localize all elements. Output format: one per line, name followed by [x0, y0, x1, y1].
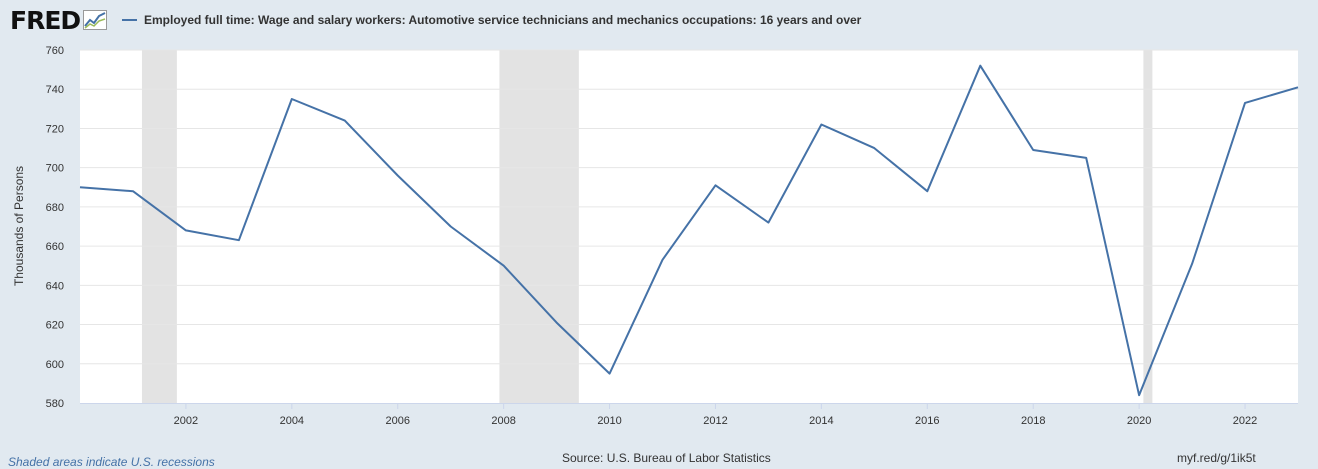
- data-series: [78, 64, 1300, 397]
- data-point-2023: [1296, 85, 1300, 89]
- x-tick-label-2014: 2014: [809, 415, 833, 427]
- x-tick-label-2008: 2008: [491, 415, 515, 427]
- data-point-2001: [131, 189, 135, 193]
- y-tick-label-740: 740: [46, 84, 64, 96]
- source-text: Source: U.S. Bureau of Labor Statistics: [562, 451, 771, 465]
- x-tick-label-2020: 2020: [1127, 415, 1151, 427]
- y-tick-label-620: 620: [46, 320, 64, 332]
- recession-band-2: [1143, 50, 1153, 403]
- x-tick-label-2002: 2002: [174, 415, 198, 427]
- data-point-2018: [1031, 148, 1035, 152]
- data-point-2016: [925, 189, 929, 193]
- data-point-2020: [1137, 393, 1141, 397]
- x-tick-label-2010: 2010: [597, 415, 621, 427]
- legend-series-label: Employed full time: Wage and salary work…: [144, 13, 862, 27]
- data-point-2007: [449, 225, 453, 229]
- x-tick-label-2012: 2012: [703, 415, 727, 427]
- y-tick-label-600: 600: [46, 359, 64, 371]
- y-axis: 580 600 620 640 660 680 700 720 740 760: [46, 45, 64, 410]
- data-point-2008: [502, 264, 506, 268]
- data-point-2004: [290, 97, 294, 101]
- data-point-2017: [978, 64, 982, 68]
- data-point-2010: [608, 372, 612, 376]
- y-tick-label-660: 660: [46, 241, 64, 253]
- data-point-2015: [872, 146, 876, 150]
- grid-lines: [80, 49, 1298, 365]
- data-point-2006: [396, 174, 400, 178]
- data-point-2011: [661, 258, 665, 262]
- fred-logo[interactable]: FRED: [10, 5, 108, 35]
- recession-note: Shaded areas indicate U.S. recessions: [8, 455, 215, 469]
- recession-band-0: [141, 50, 177, 403]
- y-tick-label-580: 580: [46, 398, 64, 410]
- plot-area: [80, 50, 1298, 403]
- data-point-2012: [713, 183, 717, 187]
- series-line-0: [79, 64, 1299, 397]
- data-point-2019: [1084, 156, 1088, 160]
- data-point-2003: [237, 238, 241, 242]
- y-tick-label-720: 720: [46, 123, 64, 135]
- y-tick-label-760: 760: [46, 45, 64, 57]
- line-chart-icon: [83, 10, 108, 30]
- data-point-2013: [766, 221, 770, 225]
- data-point-2005: [343, 119, 347, 123]
- data-point-2021: [1190, 262, 1194, 266]
- recession-shading: [141, 50, 1153, 403]
- y-tick-label-700: 700: [46, 163, 64, 175]
- x-axis: 2002 2004 2006 2008 2010 2012 2014 2016 2018 2020…: [80, 403, 1298, 427]
- fred-logo-text: FRED: [10, 5, 81, 35]
- y-tick-label-680: 680: [46, 202, 64, 214]
- data-point-2014: [819, 123, 823, 127]
- data-point-2009: [555, 321, 559, 325]
- chart-legend: Employed full time: Wage and salary work…: [122, 13, 861, 27]
- x-tick-label-2018: 2018: [1021, 415, 1045, 427]
- x-tick-label-2006: 2006: [385, 415, 409, 427]
- recession-band-1: [499, 50, 579, 403]
- short-url-link[interactable]: myf.red/g/1ik5t: [1177, 451, 1256, 465]
- x-tick-label-2004: 2004: [280, 415, 304, 427]
- data-point-2002: [184, 228, 188, 232]
- data-point-2000: [78, 185, 82, 189]
- data-point-2022: [1243, 101, 1247, 105]
- x-tick-label-2016: 2016: [915, 415, 939, 427]
- y-tick-label-640: 640: [46, 280, 64, 292]
- y-axis-label: Thousands of Persons: [12, 166, 26, 286]
- x-tick-label-2022: 2022: [1233, 415, 1257, 427]
- legend-series-swatch: [122, 19, 137, 21]
